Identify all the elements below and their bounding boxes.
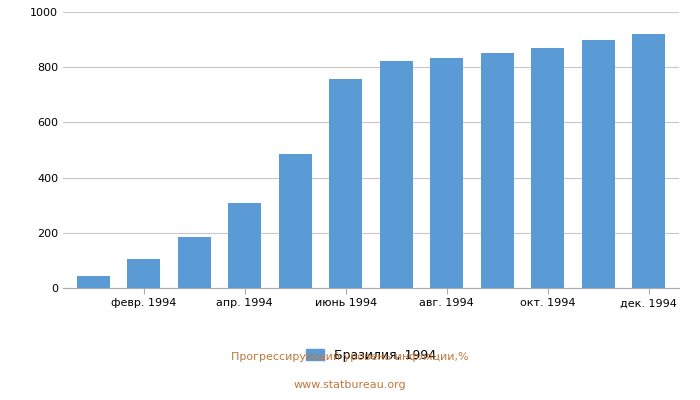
Legend: Бразилия, 1994: Бразилия, 1994 (300, 344, 442, 367)
Bar (582, 40, 615, 288)
Bar (228, 203, 261, 288)
Bar (178, 237, 211, 288)
Bar (127, 259, 160, 288)
Bar (430, 58, 463, 288)
Bar (531, 48, 564, 288)
Bar (77, 276, 110, 288)
Bar (380, 61, 413, 288)
Bar (632, 34, 665, 288)
Bar (481, 53, 514, 288)
Text: www.statbureau.org: www.statbureau.org (294, 380, 406, 390)
Text: Прогрессирующий уровень инфляции,%: Прогрессирующий уровень инфляции,% (231, 352, 469, 362)
Bar (279, 154, 312, 288)
Bar (329, 79, 362, 288)
